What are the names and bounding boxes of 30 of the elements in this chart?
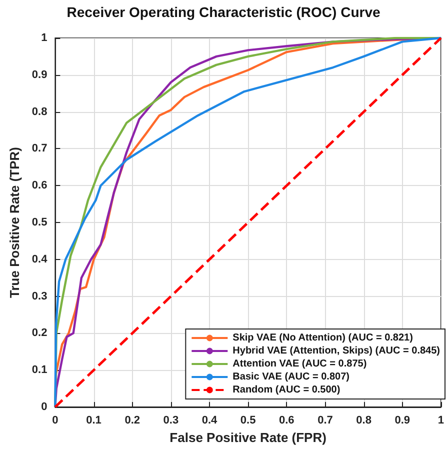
y-tick-label: 0.5 [32, 216, 48, 228]
legend-label: Random (AUC = 0.500) [232, 384, 340, 396]
x-tick-label: 0.3 [163, 414, 179, 426]
y-tick-label: 0.2 [32, 327, 48, 340]
legend-label: Attention VAE (AUC = 0.875) [232, 358, 367, 370]
x-tick-label: 0.6 [278, 414, 294, 426]
y-tick-label: 1 [41, 32, 48, 44]
y-tick-label: 0.6 [32, 180, 48, 192]
x-tick-label: 0 [52, 414, 58, 426]
y-axis-title: True Positive Rate (TPR) [7, 147, 22, 298]
y-tick-label: 0.4 [32, 253, 48, 266]
y-tick-label: 0.1 [32, 364, 48, 376]
y-tick-label: 0.3 [32, 290, 48, 302]
chart-title: Receiver Operating Characteristic (ROC) Curve [66, 4, 380, 20]
y-tick-label: 0 [41, 401, 48, 413]
x-tick-label: 0.9 [394, 414, 410, 426]
y-tick-label: 0.7 [32, 142, 48, 155]
legend-label: Basic VAE (AUC = 0.807) [232, 372, 350, 382]
x-axis-title: False Positive Rate (FPR) [170, 430, 326, 445]
x-tick-label: 0.5 [240, 414, 256, 426]
x-tick-label: 0.8 [356, 414, 372, 426]
x-tick-label: 1 [438, 414, 444, 426]
x-tick-label: 0.7 [318, 414, 333, 426]
y-tick-label: 0.8 [32, 106, 48, 118]
legend-label: Skip VAE (No Attention) (AUC = 0.821) [232, 332, 413, 344]
x-tick-label: 0.1 [86, 414, 102, 426]
legend-label: Hybrid VAE (Attention, Skips) (AUC = 0.845) [232, 346, 440, 356]
y-tick-label: 0.9 [32, 68, 48, 81]
x-tick-label: 0.2 [124, 414, 140, 426]
x-tick-label: 0.4 [202, 414, 218, 426]
